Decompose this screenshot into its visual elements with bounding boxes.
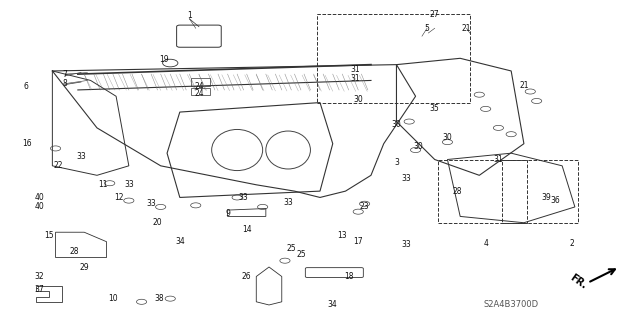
Text: 39: 39: [541, 193, 551, 202]
Text: 33: 33: [284, 198, 293, 207]
Text: 33: 33: [239, 193, 248, 202]
Text: 15: 15: [44, 231, 54, 240]
Text: 33: 33: [76, 152, 86, 161]
Text: 29: 29: [79, 263, 89, 271]
Text: 24: 24: [194, 89, 204, 98]
Text: 2: 2: [570, 239, 574, 248]
Text: 30: 30: [414, 142, 424, 151]
Text: 40: 40: [35, 193, 45, 202]
Text: 9: 9: [225, 209, 230, 218]
Text: 14: 14: [242, 225, 252, 234]
Text: 1: 1: [187, 11, 192, 20]
Text: 12: 12: [115, 193, 124, 202]
Text: 23: 23: [360, 203, 369, 211]
Text: 16: 16: [22, 139, 32, 148]
Text: 7: 7: [63, 70, 68, 78]
Text: 22: 22: [54, 161, 63, 170]
Text: 37: 37: [35, 285, 45, 294]
Text: 31: 31: [350, 74, 360, 83]
Text: 38: 38: [155, 294, 164, 303]
Text: 32: 32: [35, 272, 44, 281]
Text: 31: 31: [493, 155, 503, 164]
Text: 35: 35: [430, 104, 440, 113]
Text: 21: 21: [519, 81, 529, 90]
Text: 30: 30: [443, 133, 452, 142]
Text: 19: 19: [159, 56, 169, 64]
Text: 28: 28: [452, 187, 461, 196]
Text: 17: 17: [353, 237, 363, 246]
Text: 33: 33: [147, 199, 156, 208]
Text: 33: 33: [401, 174, 411, 183]
Text: 33: 33: [401, 241, 411, 249]
Text: 30: 30: [353, 95, 363, 104]
Text: 25: 25: [287, 243, 296, 253]
Text: 34: 34: [175, 237, 185, 246]
Text: 27: 27: [430, 10, 440, 19]
Text: 13: 13: [337, 231, 347, 240]
Text: 5: 5: [424, 24, 429, 33]
Text: 34: 34: [328, 300, 338, 309]
Text: 8: 8: [63, 79, 67, 88]
Text: 25: 25: [296, 250, 306, 259]
Text: 40: 40: [35, 203, 45, 211]
Text: 10: 10: [108, 294, 118, 303]
Text: 18: 18: [344, 272, 353, 281]
Text: 31: 31: [350, 65, 360, 74]
Text: 36: 36: [551, 196, 561, 205]
Text: 21: 21: [462, 24, 471, 33]
Text: 3: 3: [394, 158, 399, 167]
Text: 33: 33: [124, 180, 134, 189]
Text: 24: 24: [194, 82, 204, 91]
Text: 11: 11: [99, 180, 108, 189]
Text: S2A4B3700D: S2A4B3700D: [484, 300, 539, 309]
Text: 26: 26: [242, 272, 252, 281]
Text: 28: 28: [70, 247, 79, 256]
Text: 6: 6: [23, 82, 28, 91]
Text: FR.: FR.: [568, 272, 588, 291]
Text: 4: 4: [483, 239, 488, 248]
Text: 30: 30: [392, 120, 401, 129]
Text: 20: 20: [153, 218, 163, 227]
